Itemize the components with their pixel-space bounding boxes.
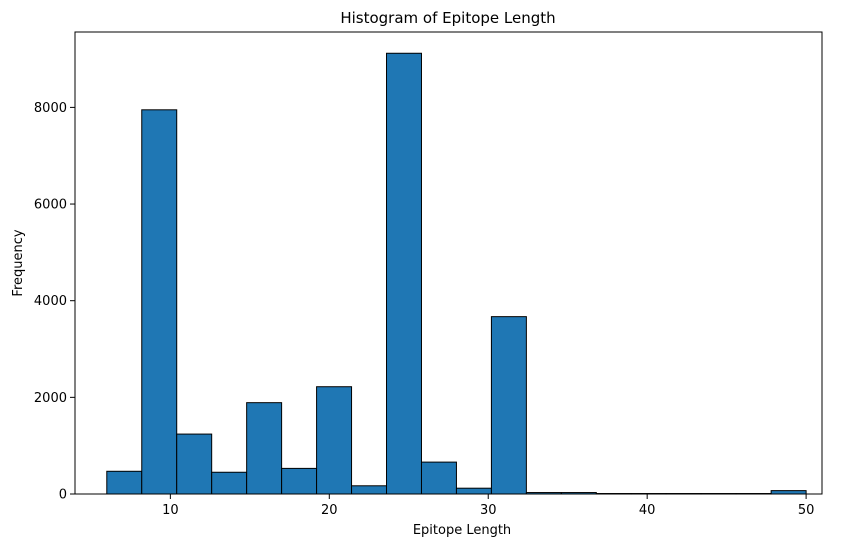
histogram-bar (246, 402, 283, 495)
histogram-bar (490, 316, 527, 495)
y-tick-label: 4000 (34, 294, 67, 309)
bars-layer (106, 52, 807, 495)
y-axis-title: Frequency (11, 229, 26, 296)
histogram-bar (455, 487, 492, 495)
y-tick-label: 6000 (34, 198, 67, 213)
histogram-bar (420, 461, 457, 495)
x-axis-title: Epitope Length (413, 523, 511, 538)
x-tick-label: 20 (321, 503, 338, 518)
histogram-bar (106, 470, 143, 495)
histogram-bar (351, 485, 388, 495)
histogram-bar (281, 467, 318, 495)
plot-frame (74, 31, 823, 495)
chart-title: Histogram of Epitope Length (340, 9, 555, 27)
x-tick-label: 50 (798, 503, 815, 518)
histogram-bar (211, 471, 248, 495)
y-tick-label: 8000 (34, 101, 67, 116)
histogram-bar (386, 52, 422, 495)
histogram-bar (141, 109, 178, 495)
histogram-bar (316, 386, 353, 495)
x-tick-label: 30 (480, 503, 497, 518)
y-axis: 0 2000 4000 6000 8000 (34, 101, 75, 503)
y-tick-label: 0 (59, 488, 67, 503)
histogram-bar (176, 433, 213, 495)
x-tick-label: 40 (639, 503, 656, 518)
y-tick-label: 2000 (34, 391, 67, 406)
x-axis: 10 20 30 40 50 (162, 494, 814, 518)
histogram-bar (770, 490, 807, 495)
x-tick-label: 10 (162, 503, 179, 518)
